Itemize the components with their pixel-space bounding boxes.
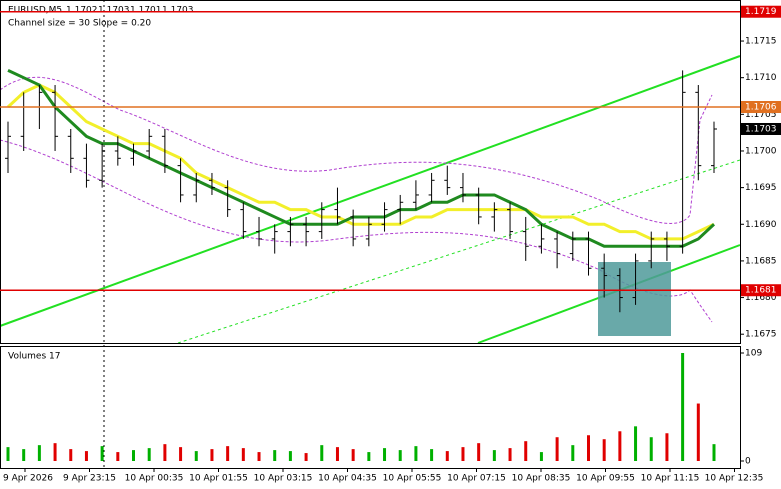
moving-average — [6, 83, 715, 241]
level-label-box — [741, 5, 781, 18]
ohlc-open: 1.1702 — [66, 6, 98, 16]
price-label-box — [741, 122, 781, 135]
x-tick-label: 9 Apr 23:15 — [63, 474, 116, 484]
y-tick-label: 1.1700 — [745, 146, 777, 156]
ohlc-high: 1.1703 — [98, 6, 130, 16]
x-tick-label: 10 Apr 08:35 — [512, 474, 571, 484]
x-tick-label: 10 Apr 07:15 — [447, 474, 506, 484]
level-label: 1.1719 — [745, 7, 777, 17]
channel-middle — [177, 159, 741, 344]
ohlc-low: 1.1701 — [130, 6, 162, 16]
band-upper — [0, 76, 713, 224]
y-tick-label: 1.1685 — [745, 256, 777, 266]
zone-box — [598, 262, 671, 336]
x-tick-label: 10 Apr 03:15 — [254, 474, 313, 484]
x-tick-label: 10 Apr 05:55 — [383, 474, 442, 484]
volume-title: Volumes 17 — [8, 352, 60, 362]
y-tick-label: 1.1705 — [745, 110, 777, 120]
x-tick-label: 10 Apr 00:35 — [125, 474, 184, 484]
x-tick-label: 9 Apr 2026 — [3, 474, 53, 484]
marks — [5, 68, 717, 461]
volume-frame — [0, 346, 741, 469]
x-tick-label: 10 Apr 11:15 — [641, 474, 700, 484]
level-label-box — [741, 101, 781, 114]
y-tick-label: 1.1710 — [745, 73, 777, 83]
y-tick-label: 1.1695 — [745, 183, 777, 193]
subtitle: Channel size = 30 Slope = 0.20 — [8, 19, 151, 29]
y-tick-label: 1.1680 — [745, 293, 777, 303]
level-label: 1.1681 — [745, 286, 777, 296]
y-tick-label: 1.1715 — [745, 37, 777, 47]
price-label: 1.1703 — [745, 124, 777, 134]
x-tick-label: 10 Apr 09:55 — [576, 474, 635, 484]
x-tick-label: 10 Apr 01:55 — [189, 474, 248, 484]
moving-average — [7, 68, 716, 248]
symbol: EURUSD,M5 — [8, 6, 62, 16]
level-label-box — [741, 284, 781, 297]
y-tick-label: 1.1675 — [745, 330, 777, 340]
volume-tick-label: 0 — [745, 457, 751, 467]
x-tick-label: 10 Apr 12:35 — [705, 474, 764, 484]
level-label: 1.1706 — [745, 103, 777, 113]
volume-tick-label: 109 — [745, 349, 762, 359]
channel-upper — [0, 55, 741, 327]
y-tick-label: 1.1690 — [745, 220, 777, 230]
x-tick-label: 10 Apr 04:35 — [318, 474, 377, 484]
ohlc-close: 1.1703 — [162, 6, 194, 16]
price-frame — [0, 0, 741, 344]
